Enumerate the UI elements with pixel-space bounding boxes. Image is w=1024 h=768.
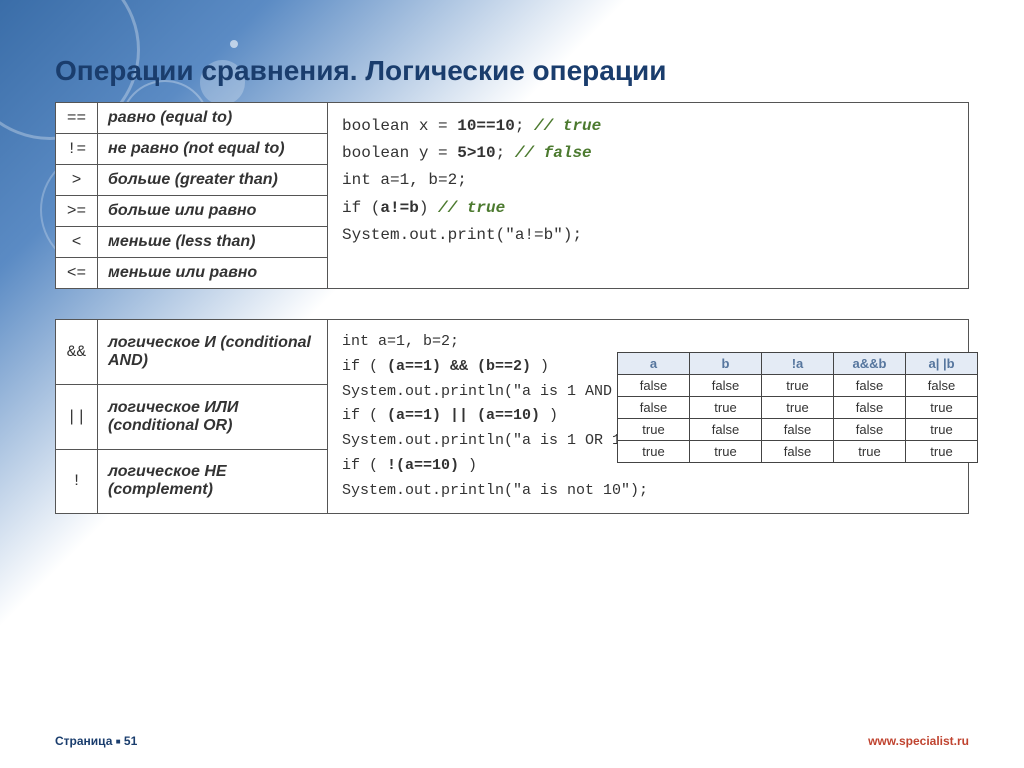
- operator-symbol: >: [56, 165, 98, 196]
- truth-table-cell: false: [690, 419, 762, 441]
- operator-description: логическое НЕ (complement): [98, 449, 328, 514]
- truth-table-cell: true: [906, 419, 978, 441]
- table-row: falsefalsetruefalsefalse: [618, 375, 978, 397]
- truth-table-header: a&&b: [834, 353, 906, 375]
- table-row: >=больше или равно: [56, 196, 328, 227]
- table-row: truefalsefalsefalsetrue: [618, 419, 978, 441]
- operator-description: больше (greater than): [98, 165, 328, 196]
- operator-symbol: !: [56, 449, 98, 514]
- truth-table-header: !a: [762, 353, 834, 375]
- truth-table-cell: true: [618, 419, 690, 441]
- table-row: ==равно (equal to): [56, 103, 328, 134]
- truth-table: ab!aa&&ba| |bfalsefalsetruefalsefalsefal…: [617, 352, 978, 463]
- operator-symbol: ==: [56, 103, 98, 134]
- operator-symbol: <: [56, 227, 98, 258]
- truth-table-cell: false: [690, 375, 762, 397]
- table-row: <меньше (less than): [56, 227, 328, 258]
- table-row: ||логическое ИЛИ (conditional OR): [56, 384, 328, 449]
- operator-description: больше или равно: [98, 196, 328, 227]
- table-row: &&логическое И (conditional AND): [56, 320, 328, 385]
- operator-description: не равно (not equal to): [98, 134, 328, 165]
- truth-table-cell: false: [618, 397, 690, 419]
- table-row: >больше (greater than): [56, 165, 328, 196]
- comparison-ops-table: ==равно (equal to)!=не равно (not equal …: [55, 102, 328, 289]
- footer-url: www.specialist.ru: [868, 734, 969, 748]
- operator-symbol: >=: [56, 196, 98, 227]
- operator-symbol: !=: [56, 134, 98, 165]
- table-row: !логическое НЕ (complement): [56, 449, 328, 514]
- truth-table-cell: true: [762, 375, 834, 397]
- page-number: Страница ■ 51: [55, 734, 137, 748]
- operator-description: меньше (less than): [98, 227, 328, 258]
- truth-table-header: b: [690, 353, 762, 375]
- operator-symbol: ||: [56, 384, 98, 449]
- operator-symbol: &&: [56, 320, 98, 385]
- truth-table-cell: true: [762, 397, 834, 419]
- logical-ops-table: &&логическое И (conditional AND)||логиче…: [55, 319, 328, 514]
- truth-table-cell: true: [618, 441, 690, 463]
- table-row: <=меньше или равно: [56, 258, 328, 289]
- code-example-1: boolean x = 10==10; // true boolean y = …: [328, 102, 969, 289]
- operator-description: меньше или равно: [98, 258, 328, 289]
- truth-table-cell: false: [834, 397, 906, 419]
- slide-footer: Страница ■ 51 www.specialist.ru: [55, 734, 969, 748]
- operator-description: логическое И (conditional AND): [98, 320, 328, 385]
- truth-table-cell: false: [834, 419, 906, 441]
- operator-description: равно (equal to): [98, 103, 328, 134]
- truth-table-cell: true: [906, 441, 978, 463]
- truth-table-cell: false: [762, 441, 834, 463]
- page-title: Операции сравнения. Логические операции: [55, 55, 969, 87]
- truth-table-cell: true: [690, 441, 762, 463]
- table-row: !=не равно (not equal to): [56, 134, 328, 165]
- truth-table-cell: false: [906, 375, 978, 397]
- truth-table-cell: true: [690, 397, 762, 419]
- table-row: truetruefalsetruetrue: [618, 441, 978, 463]
- truth-table-cell: false: [618, 375, 690, 397]
- table-row: falsetruetruefalsetrue: [618, 397, 978, 419]
- truth-table-cell: true: [906, 397, 978, 419]
- comparison-row: ==равно (equal to)!=не равно (not equal …: [55, 102, 969, 289]
- truth-table-header: a| |b: [906, 353, 978, 375]
- truth-table-header: a: [618, 353, 690, 375]
- operator-symbol: <=: [56, 258, 98, 289]
- operator-description: логическое ИЛИ (conditional OR): [98, 384, 328, 449]
- truth-table-cell: false: [834, 375, 906, 397]
- truth-table-cell: true: [834, 441, 906, 463]
- truth-table-cell: false: [762, 419, 834, 441]
